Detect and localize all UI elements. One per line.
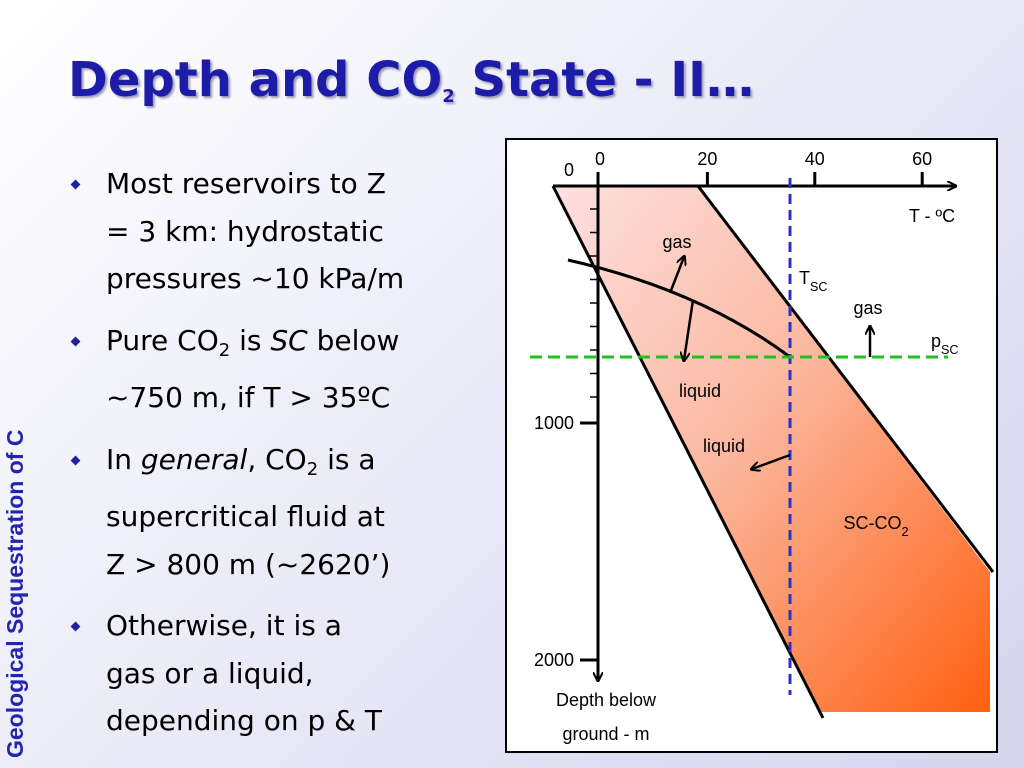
bullet-line: In general, CO2 is a bbox=[106, 436, 508, 494]
bullet: Otherwise, it is a gas or a liquid, depend… bbox=[68, 602, 508, 745]
diagram-label: SC-CO2 bbox=[843, 513, 908, 539]
text-run: below bbox=[307, 323, 400, 357]
text-run: is a bbox=[318, 442, 376, 476]
temperature-tick-label: 40 bbox=[805, 149, 825, 169]
text-run: SC-CO bbox=[843, 513, 901, 533]
bullet-line: Most reservoirs to Z bbox=[106, 160, 508, 208]
phase-boundary bbox=[567, 258, 791, 359]
bullet-line: depending on p & T bbox=[106, 697, 508, 745]
diagram-label: gas bbox=[662, 232, 691, 252]
text-run: p bbox=[931, 331, 941, 351]
arrow bbox=[668, 257, 684, 294]
text-run: is bbox=[230, 323, 271, 357]
depth-tick-label: 1000 bbox=[534, 413, 574, 433]
text-run: liquid bbox=[703, 436, 745, 456]
text-run: pressures ~10 kPa/m bbox=[106, 262, 405, 295]
text-run: Pure CO bbox=[106, 323, 219, 357]
diagram-label: Depth below bbox=[556, 690, 657, 710]
depth-tick-label: 2000 bbox=[534, 650, 574, 670]
text-run: Z > 800 m (~2620’) bbox=[106, 547, 391, 581]
subscript: SC bbox=[941, 343, 959, 357]
text-run: Depth and CO bbox=[68, 52, 443, 108]
subscript: 2 bbox=[442, 86, 455, 107]
diagram-label: pSC bbox=[931, 331, 959, 357]
bullet-line: = 3 km: hydrostatic bbox=[106, 208, 508, 256]
bullet-line: pressures ~10 kPa/m bbox=[106, 255, 508, 303]
diagram-label: T - ºC bbox=[909, 206, 955, 226]
arrow bbox=[684, 299, 695, 360]
diagram-label: liquid bbox=[679, 381, 721, 401]
text-run: Most reservoirs to Z bbox=[106, 167, 386, 200]
minor-ticks bbox=[590, 208, 598, 398]
bullet-line: gas or a liquid, bbox=[106, 650, 508, 698]
bullet-line: Pure CO2 is SC below bbox=[106, 317, 508, 375]
slide-title: Depth and CO2 State - II… bbox=[68, 52, 754, 108]
text-run: liquid bbox=[679, 381, 721, 401]
diagram-label: TSC bbox=[799, 268, 828, 294]
subscript: SC bbox=[810, 280, 828, 294]
bullet-line: ~750 m, if T > 35ºC bbox=[106, 374, 508, 422]
subscript: 2 bbox=[306, 458, 319, 480]
text-run: ~750 m, if T > 35ºC bbox=[106, 381, 391, 414]
bullet: In general, CO2 is a supercritical fluid … bbox=[68, 436, 508, 589]
diagram-label: ground - m bbox=[562, 724, 649, 744]
bullet-line: Otherwise, it is a bbox=[106, 602, 508, 650]
text-run: supercritical fluid at bbox=[106, 500, 385, 533]
subscript: 2 bbox=[901, 525, 908, 539]
bullet: Pure CO2 is SC below ~750 m, if T > 35ºC bbox=[68, 317, 508, 422]
arrow bbox=[752, 453, 791, 469]
diagram-label: liquid bbox=[703, 436, 745, 456]
text-run: , CO bbox=[247, 442, 307, 476]
bullet-list: Most reservoirs to Z = 3 km: hydrostatic p… bbox=[68, 160, 508, 759]
text-run: = 3 km: hydrostatic bbox=[106, 214, 384, 248]
supercritical-band bbox=[553, 186, 990, 712]
temperature-tick-label: 0 bbox=[595, 149, 605, 169]
text-run: T bbox=[799, 268, 810, 288]
italic-text: general bbox=[140, 442, 248, 476]
bullet: Most reservoirs to Z = 3 km: hydrostatic p… bbox=[68, 160, 508, 303]
text-run: gas bbox=[662, 232, 691, 252]
temperature-tick-label: 60 bbox=[912, 149, 932, 169]
text-run: Depth below bbox=[556, 690, 657, 710]
bullet-line: supercritical fluid at bbox=[106, 493, 508, 541]
depth-tick-label: 0 bbox=[564, 160, 574, 180]
text-run: Otherwise, it is a bbox=[106, 609, 342, 642]
diagram-label: gas bbox=[853, 298, 882, 318]
bullet-line: Z > 800 m (~2620’) bbox=[106, 541, 508, 589]
text-run: In bbox=[106, 442, 141, 476]
text-run: gas or a liquid, bbox=[106, 656, 314, 690]
text-run: State - II… bbox=[454, 52, 754, 108]
text-run: T - ºC bbox=[909, 206, 955, 226]
text-run: ground - m bbox=[562, 724, 649, 744]
italic-text: SC bbox=[270, 323, 308, 357]
temperature-tick-label: 20 bbox=[697, 149, 717, 169]
band-boundary bbox=[696, 185, 995, 573]
text-run: depending on p & T bbox=[106, 704, 383, 737]
subscript: 2 bbox=[218, 339, 231, 361]
text-run: gas bbox=[853, 298, 882, 318]
